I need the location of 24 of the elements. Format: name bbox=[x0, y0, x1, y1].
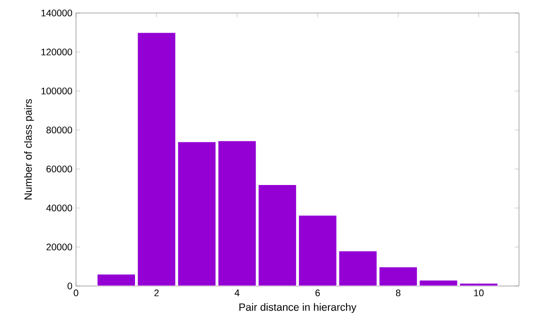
y-tick-label: 20000 bbox=[46, 244, 72, 250]
bar bbox=[137, 32, 176, 286]
bar bbox=[338, 250, 378, 286]
x-tick-label: 0 bbox=[74, 290, 78, 296]
y-tick-label: 40000 bbox=[46, 204, 72, 212]
y-tick-label: 120000 bbox=[41, 48, 72, 56]
x-tick-label: 4 bbox=[234, 290, 240, 296]
bar bbox=[97, 274, 136, 286]
x-tick-label: 10 bbox=[474, 290, 484, 296]
y-tick-label: 0 bbox=[68, 282, 72, 290]
y-tick-label: 140000 bbox=[41, 10, 72, 16]
x-tick-label: 2 bbox=[154, 290, 159, 296]
x-tick-label: 8 bbox=[396, 290, 400, 296]
y-axis-title: Number of class pairs bbox=[24, 99, 34, 200]
y-tick-label: 100000 bbox=[41, 88, 72, 94]
x-axis-title: Pair distance in hierarchy bbox=[239, 303, 356, 313]
x-tick-label: 6 bbox=[315, 290, 320, 296]
y-tick-label: 80000 bbox=[46, 126, 72, 134]
bar bbox=[218, 140, 256, 286]
y-tick-label: 60000 bbox=[46, 166, 72, 172]
bar bbox=[178, 142, 216, 286]
bar bbox=[298, 215, 337, 286]
bar bbox=[258, 184, 296, 286]
bar bbox=[379, 266, 418, 286]
